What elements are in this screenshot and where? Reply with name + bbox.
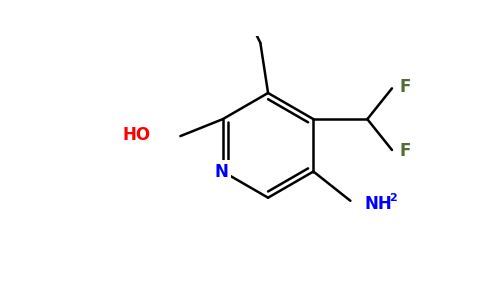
Text: F: F <box>400 78 411 96</box>
Text: HO: HO <box>123 126 151 144</box>
Text: NH: NH <box>364 195 392 213</box>
Text: Cl: Cl <box>221 0 239 2</box>
Text: F: F <box>400 142 411 160</box>
Text: N: N <box>214 163 228 181</box>
Text: 2: 2 <box>389 193 396 203</box>
